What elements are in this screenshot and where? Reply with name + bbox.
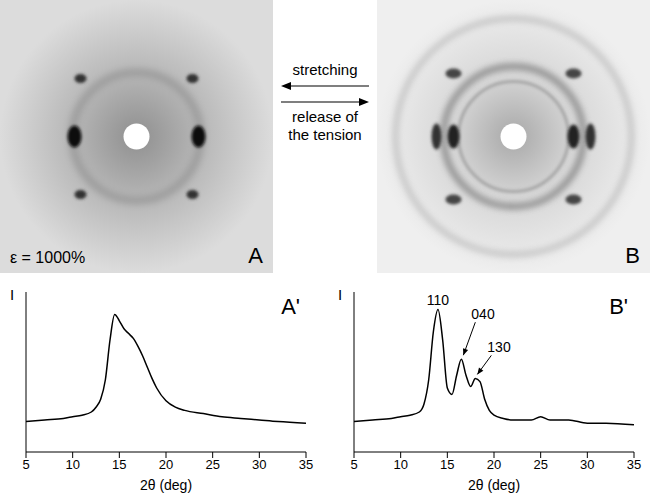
svg-text:B: B xyxy=(625,243,640,268)
svg-text:130: 130 xyxy=(487,339,511,355)
html-text:A': A' xyxy=(281,294,300,319)
svg-text:ε = 1000%: ε = 1000% xyxy=(10,249,85,266)
svg-text:stretching: stretching xyxy=(292,61,357,78)
svg-text:30: 30 xyxy=(580,457,594,472)
svg-text:10: 10 xyxy=(65,457,79,472)
svg-text:20: 20 xyxy=(159,457,173,472)
svg-text:35: 35 xyxy=(299,457,313,472)
svg-text:30: 30 xyxy=(252,457,266,472)
svg-text:040: 040 xyxy=(471,306,495,322)
html-text:I: I xyxy=(10,286,15,303)
svg-text:release of: release of xyxy=(292,108,359,125)
svg-text:25: 25 xyxy=(533,457,547,472)
svg-text:the tension: the tension xyxy=(288,126,361,143)
svg-text:2θ (deg): 2θ (deg) xyxy=(140,477,192,493)
svg-text:5: 5 xyxy=(22,457,29,472)
html-text:I: I xyxy=(338,286,343,303)
svg-text:110: 110 xyxy=(427,292,450,308)
svg-text:A: A xyxy=(248,243,263,268)
svg-text:20: 20 xyxy=(487,457,501,472)
svg-text:5: 5 xyxy=(350,457,357,472)
svg-text:35: 35 xyxy=(627,457,641,472)
svg-text:10: 10 xyxy=(393,457,407,472)
svg-text:25: 25 xyxy=(205,457,219,472)
html-text:B': B' xyxy=(609,294,628,319)
svg-text:2θ (deg): 2θ (deg) xyxy=(468,477,520,493)
svg-text:15: 15 xyxy=(112,457,126,472)
svg-text:15: 15 xyxy=(440,457,454,472)
